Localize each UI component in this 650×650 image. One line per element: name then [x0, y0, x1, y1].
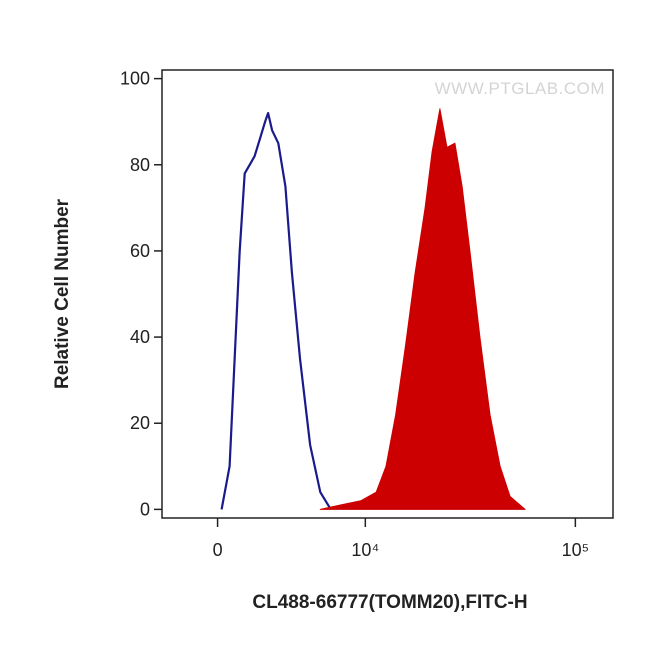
x-tick-label: 0 [213, 540, 223, 560]
x-tick-label: 10⁵ [562, 540, 589, 560]
y-axis-label: Relative Cell Number [52, 198, 73, 389]
y-tick-label: 80 [130, 155, 150, 175]
histogram-line [220, 112, 332, 510]
watermark: WWW.PTGLAB.COM [435, 79, 605, 98]
histogram-area [319, 108, 526, 510]
plot-frame [161, 69, 614, 519]
y-tick-label: 100 [120, 69, 150, 89]
y-tick-label: 0 [140, 499, 150, 519]
y-tick-label: 40 [130, 327, 150, 347]
x-tick-label: 10⁴ [351, 540, 379, 560]
y-tick-label: 60 [130, 241, 150, 261]
y-tick-label: 20 [130, 413, 150, 433]
x-axis-label: CL488-66777(TOMM20),FITC-H [252, 592, 527, 613]
